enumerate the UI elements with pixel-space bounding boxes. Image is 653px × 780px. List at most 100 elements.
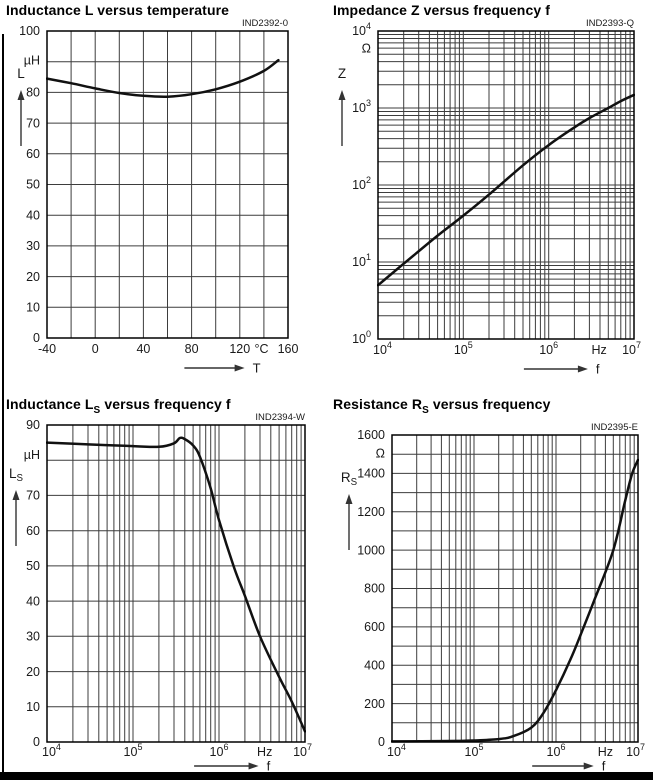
svg-text:µH: µH [24,448,40,462]
grid-lines [377,30,635,340]
plot-border [46,424,306,743]
svg-text:80: 80 [26,86,40,100]
svg-text:10: 10 [26,700,40,714]
chart-panel-impedance-vs-frequency: Impedance Z versus frequency f IND2393-Q… [327,0,653,390]
svg-text:60: 60 [26,524,40,538]
x-axis-labels: 104 105 106 Hz 107 [373,340,641,357]
x-quantity-label: f [194,759,271,774]
right-arrow-icon [577,365,588,373]
svg-text:100: 100 [352,329,371,346]
svg-text:Hz: Hz [591,343,606,357]
svg-text:101: 101 [352,252,371,269]
svg-text:50: 50 [26,178,40,192]
right-arrow-icon [583,762,594,770]
svg-text:0: 0 [378,735,385,749]
svg-text:50: 50 [26,559,40,573]
curve-l_vs_t [46,58,280,99]
plot-border [377,30,635,340]
svg-text:90: 90 [26,418,40,432]
svg-text:107: 107 [622,340,641,357]
plot-id-label: IND2392-0 [242,18,288,29]
svg-text:Ω: Ω [362,41,371,55]
x-axis-labels: 104 105 106 Hz 107 [387,742,645,759]
svg-text:60: 60 [26,147,40,161]
plot-id-label: IND2393-Q [585,18,634,29]
svg-text:105: 105 [124,742,143,759]
svg-text:Z: Z [338,66,346,81]
curve-ls_vs_f [46,436,306,733]
up-arrow-icon [338,90,346,100]
up-arrow-icon [345,494,353,504]
svg-text:f: f [602,759,606,774]
svg-text:T: T [253,361,261,376]
svg-text:°C: °C [254,342,268,356]
svg-text:106: 106 [547,742,566,759]
up-arrow-icon [17,90,25,100]
y-quantity-label: Z [338,66,346,146]
svg-text:f: f [267,759,271,774]
page-bottom-rule [0,772,653,780]
svg-text:100: 100 [19,24,40,38]
x-axis-labels: -40 0 40 80 120 °C 160 [38,342,299,356]
svg-text:800: 800 [364,582,385,596]
svg-text:120: 120 [229,342,250,356]
x-quantity-label: f [532,759,606,774]
impedance-vs-frequency-chart: 104 105 106 Hz 107 104 Ω 103 102 101 100 Zf [338,21,641,377]
y-axis-labels: 104 Ω 103 102 101 100 [352,21,371,346]
svg-text:30: 30 [26,630,40,644]
up-arrow-icon [12,490,20,500]
x-quantity-label: f [523,362,600,377]
svg-text:105: 105 [465,742,484,759]
svg-text:103: 103 [352,98,371,115]
svg-text:200: 200 [364,697,385,711]
svg-text:20: 20 [26,665,40,679]
chart-panel-inductance-vs-temperature: Inductance L versus temperature IND2392-… [0,0,326,390]
svg-text:104: 104 [352,21,371,38]
svg-text:40: 40 [26,208,40,222]
svg-text:105: 105 [454,340,473,357]
svg-text:1600: 1600 [357,428,385,442]
svg-text:107: 107 [293,742,312,759]
svg-text:f: f [596,362,600,377]
svg-text:40: 40 [26,594,40,608]
grid-lines [46,424,306,743]
svg-text:70: 70 [26,116,40,130]
svg-text:400: 400 [364,658,385,672]
y-quantity-label: LS [9,466,24,546]
svg-text:0: 0 [92,342,99,356]
chart-title-inductance-vs-temperature: Inductance L versus temperature [6,2,230,18]
svg-text:102: 102 [352,175,371,192]
y-quantity-label: RS [341,470,358,550]
svg-text:107: 107 [626,742,645,759]
svg-text:600: 600 [364,620,385,634]
svg-text:40: 40 [136,342,150,356]
svg-text:106: 106 [539,340,558,357]
plot-id-label: IND2395-E [591,422,638,433]
grid-lines [391,434,639,743]
curve-rs_vs_f [391,458,639,743]
right-arrow-icon [234,364,245,372]
plot-id-label: IND2394-W [255,412,305,423]
svg-text:104: 104 [387,742,406,759]
chart-panel-inductance-ls-vs-frequency: Inductance LS versus frequency f IND2394… [0,390,326,780]
plot-border [391,434,639,743]
chart-title-inductance-ls-vs-frequency: Inductance LS versus frequency f [6,396,231,416]
svg-text:µH: µH [24,53,40,67]
right-arrow-icon [248,762,259,770]
resistance-rs-vs-frequency-chart: 104 105 106 Hz 107 1600 Ω 1400 1200 1000 800 600 400… [341,428,645,774]
svg-text:1400: 1400 [357,467,385,481]
page-left-rule [2,34,4,780]
svg-text:70: 70 [26,489,40,503]
x-axis-labels: 104 105 106 Hz 107 [42,742,312,759]
svg-text:Ω: Ω [376,446,385,460]
svg-text:10: 10 [26,301,40,315]
svg-text:104: 104 [373,340,392,357]
svg-text:RS: RS [341,470,358,488]
svg-text:LS: LS [9,466,24,484]
svg-text:160: 160 [278,342,299,356]
chart-panel-resistance-rs-vs-frequency: Resistance RS versus frequency IND2395-E… [327,390,653,780]
svg-text:0: 0 [33,735,40,749]
